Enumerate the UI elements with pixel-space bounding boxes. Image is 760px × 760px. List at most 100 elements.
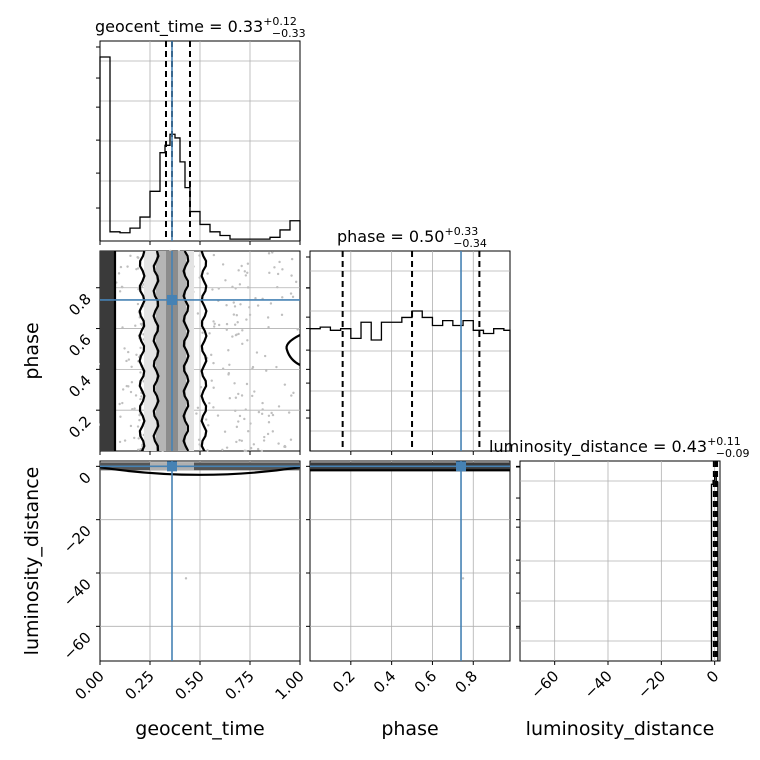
contour-line [200, 250, 208, 452]
sample-point [225, 322, 229, 326]
sample-point [289, 292, 293, 295]
sample-point [207, 424, 210, 427]
sample-point [231, 285, 234, 289]
sample-point [221, 263, 225, 266]
sample-point [271, 251, 274, 254]
sample-point [125, 359, 128, 363]
sample-point [221, 448, 224, 452]
sample-point [133, 436, 136, 440]
sample-point [206, 272, 209, 275]
sample-point [248, 306, 251, 309]
truth-marker [167, 461, 177, 472]
sample-point [134, 394, 138, 397]
sample-point [196, 406, 200, 409]
histogram-geocent-time [99, 56, 301, 241]
sample-point [208, 401, 211, 405]
sample-point [232, 301, 235, 304]
sample-point [208, 332, 211, 335]
sample-point [234, 333, 238, 337]
sample-point [118, 402, 121, 406]
sample-point [238, 283, 242, 286]
sample-point [296, 328, 299, 331]
sample-point [119, 265, 123, 269]
sample-point [227, 373, 230, 376]
sample-point [245, 382, 249, 386]
x-tick-label: 1.00 [271, 667, 307, 703]
panel-frame-distance-vs-phase [309, 460, 511, 662]
y-tick-label: −20 [60, 522, 95, 557]
sample-point [278, 260, 281, 264]
sample-point [125, 384, 128, 388]
sample-point [239, 303, 242, 306]
sample-point [246, 430, 250, 433]
sample-point [276, 272, 280, 276]
sample-point [231, 335, 234, 338]
x-tick-label: 0.8 [451, 667, 481, 697]
sample-point [129, 424, 133, 428]
sample-point [201, 331, 204, 334]
sample-point [289, 438, 293, 441]
sample-point [199, 385, 203, 389]
sample-point [266, 432, 270, 436]
sample-point [292, 391, 295, 395]
sample-point [236, 321, 239, 324]
x-tick-label: −20 [634, 667, 669, 702]
sample-point [255, 351, 259, 354]
contour-line [152, 250, 160, 452]
sample-point [198, 443, 201, 446]
sample-point [256, 304, 260, 307]
sample-point [277, 442, 280, 445]
sample-point [243, 417, 246, 421]
sample-point [283, 383, 287, 386]
sample-point [213, 322, 216, 326]
sample-point [235, 440, 238, 444]
sample-point [233, 305, 237, 308]
sample-point [228, 363, 231, 366]
sample-point [210, 379, 213, 382]
ylabel-luminosity-distance: luminosity_distance [21, 467, 43, 656]
sample-point [243, 449, 247, 452]
sample-point [261, 401, 264, 405]
sample-point [280, 313, 284, 317]
sample-point [251, 394, 254, 398]
sample-point [283, 444, 287, 448]
sample-point [139, 448, 142, 451]
y-tick-label: −60 [60, 628, 95, 663]
contour-line [138, 250, 146, 452]
sample-point [287, 411, 291, 414]
sample-point [139, 397, 142, 401]
sample-point [243, 270, 247, 273]
sample-point [123, 347, 126, 350]
y-tick-label: −40 [60, 575, 95, 610]
sample-point [261, 408, 264, 411]
sample-point [281, 296, 284, 299]
sample-point [249, 422, 252, 425]
sample-point [256, 447, 260, 451]
sample-point [223, 430, 227, 433]
sample-point [271, 413, 275, 417]
sample-point [118, 440, 122, 444]
sample-point [237, 269, 240, 272]
truth-marker [456, 461, 467, 472]
sample-point [253, 390, 256, 393]
x-tick-label: 0.6 [411, 667, 441, 697]
contour-line [285, 334, 301, 366]
sample-point [246, 339, 249, 342]
sample-point [224, 279, 227, 282]
sample-point [262, 439, 266, 442]
sample-point [135, 267, 138, 271]
contour-line [99, 466, 301, 476]
sample-point [244, 408, 247, 411]
sample-point [225, 328, 228, 331]
sample-point [139, 346, 142, 350]
sample-point [260, 449, 264, 453]
sample-point [121, 388, 125, 391]
sample-point [245, 318, 248, 321]
sample-point [267, 421, 271, 424]
sample-point [205, 418, 208, 421]
sample-point [246, 286, 250, 289]
sample-point [118, 290, 122, 293]
sample-point [461, 577, 465, 580]
sample-point [196, 312, 200, 315]
y-tick-label: 0 [75, 468, 94, 487]
